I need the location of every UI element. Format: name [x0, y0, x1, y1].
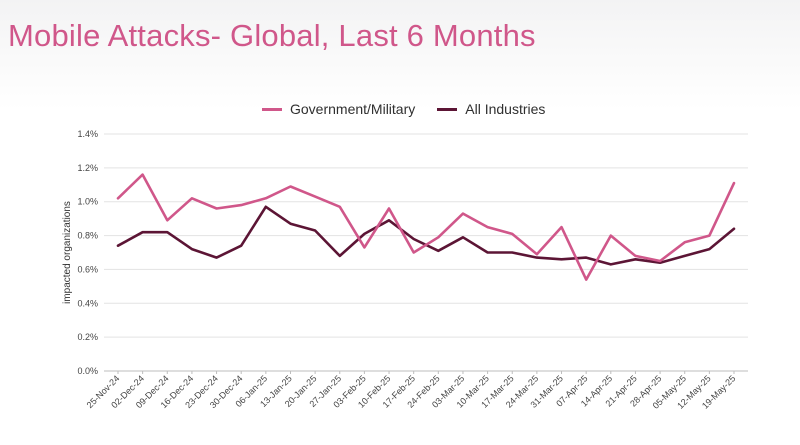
legend-label-government: Government/Military: [290, 101, 416, 117]
y-tick-label: 1.2%: [77, 163, 98, 173]
legend-swatch-government: [262, 107, 282, 111]
legend: Government/Military All Industries: [262, 101, 545, 117]
y-tick-label: 0.0%: [77, 366, 98, 376]
header-background: [0, 0, 800, 110]
y-axis-title: impacted organizations: [62, 201, 73, 304]
y-tick-label: 1.4%: [77, 129, 98, 139]
y-tick-label: 0.6%: [77, 264, 98, 274]
y-tick-label: 0.4%: [77, 298, 98, 308]
legend-item-government: Government/Military: [262, 101, 415, 117]
y-tick-label: 0.8%: [77, 231, 98, 241]
series-line-government-military: [116, 173, 736, 281]
y-tick-label: 1.0%: [77, 197, 98, 207]
legend-item-industries: All Industries: [437, 101, 545, 117]
chart-title: Mobile Attacks- Global, Last 6 Months: [8, 18, 536, 53]
legend-swatch-industries: [437, 107, 458, 111]
y-tick-label: 0.2%: [77, 332, 98, 342]
legend-label-industries: All Industries: [465, 101, 546, 117]
